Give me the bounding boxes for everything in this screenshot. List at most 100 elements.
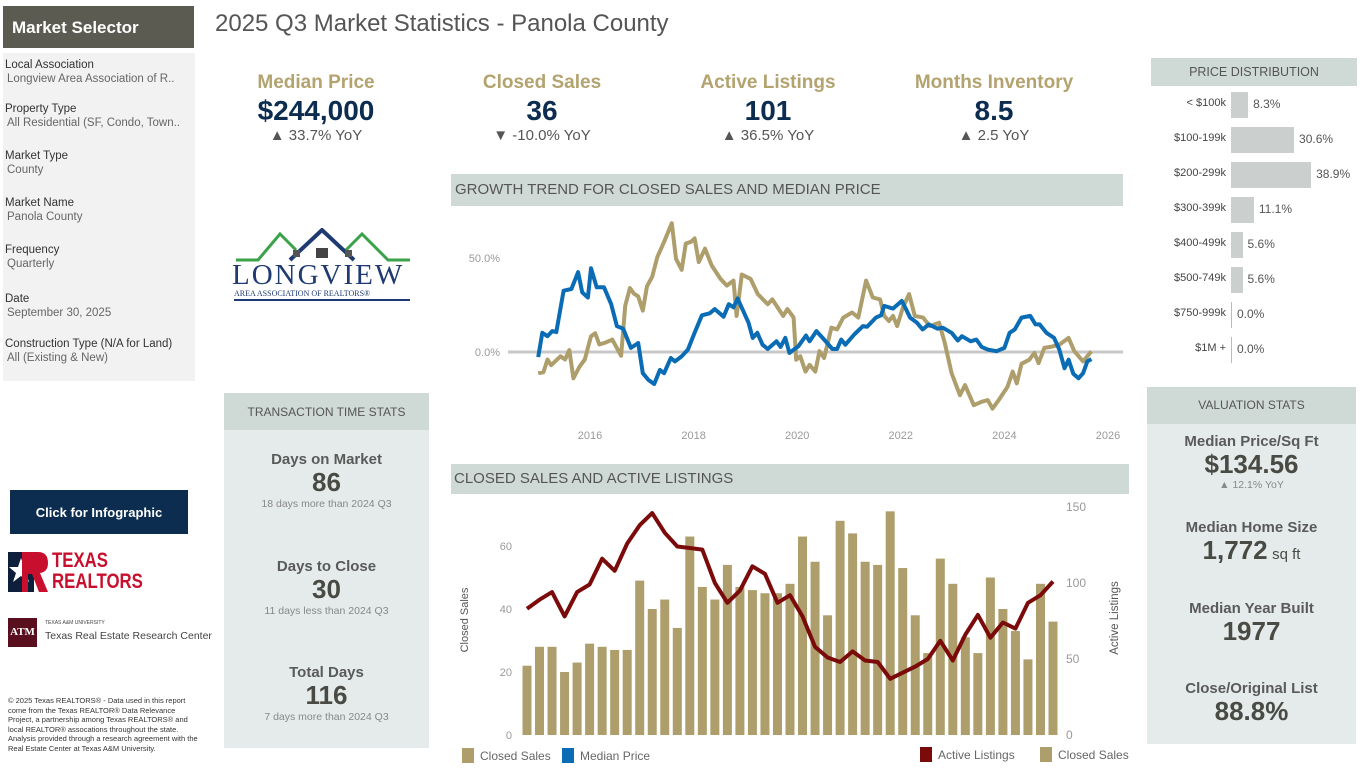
closed-sales-bar	[697, 586, 707, 735]
x-tick-label: 2022	[889, 430, 913, 442]
filter-value: Quarterly	[7, 258, 55, 270]
price-range-label: $100-199k	[1174, 132, 1226, 144]
tamu-university: TEXAS A&M UNIVERSITY	[45, 620, 105, 626]
stat-label: Total Days	[289, 664, 364, 681]
filter-label: Date	[5, 293, 30, 305]
closed-sales-bar	[660, 599, 670, 735]
closed-sales-bar	[973, 653, 983, 735]
price-distribution-bar	[1231, 127, 1295, 153]
stat-label: Close/Original List	[1185, 680, 1318, 697]
price-distribution-value: 30.6%	[1299, 132, 1334, 146]
valuation-stats-header: VALUATION STATS	[1147, 387, 1356, 424]
legend-item-active-listings[interactable]: Active Listings	[920, 747, 1015, 762]
closed-sales-bar	[848, 533, 858, 735]
closed-sales-bar	[998, 609, 1008, 735]
kpi-label: Months Inventory	[914, 72, 1074, 93]
x-tick-label: 2024	[992, 430, 1016, 442]
valuation-stats-panel: Median Price/Sq Ft $134.56 ▲ 12.1% YoY Med…	[1147, 424, 1356, 744]
closed-sales-bar	[1023, 659, 1033, 735]
page-title: 2025 Q3 Market Statistics - Panola Count…	[215, 10, 669, 37]
price-range-label: $750-999k	[1174, 307, 1226, 319]
house-roofs-icon	[236, 227, 410, 262]
filter-date[interactable]: Date September 30, 2025	[5, 292, 111, 320]
price-distribution-bar	[1231, 232, 1243, 258]
price-distribution-row: $400-499k 5.6%	[1150, 232, 1366, 258]
closed-sales-active-listings-chart: 0 20 40 60 0 50 100 150 Closed Sales Active Listi…	[459, 500, 1121, 742]
filter-local-association[interactable]: Local Association Longview Area Associati…	[5, 58, 175, 86]
filter-label: Construction Type (N/A for Land)	[5, 338, 173, 350]
price-distribution-bar	[1231, 162, 1312, 188]
price-distribution-value: 5.6%	[1247, 237, 1275, 251]
price-distribution-row: $500-749k 5.6%	[1150, 267, 1366, 293]
legend-swatch	[1040, 747, 1052, 762]
closed-sales-bar	[798, 536, 808, 735]
footnote: © 2025 Texas REALTORS® - Data used in th…	[8, 696, 198, 753]
tamu-logo: ATM TEXAS A&M UNIVERSITY Texas Real Esta…	[8, 618, 212, 648]
price-distribution-row: < $100k 8.3%	[1150, 92, 1366, 118]
closed-sales-bar	[910, 615, 920, 735]
stat-note: ▲ 12.1% YoY	[1219, 479, 1284, 491]
price-range-label: < $100k	[1186, 97, 1226, 109]
stat-value: 1,772	[1202, 535, 1268, 565]
price-distribution-bar	[1231, 337, 1232, 363]
price-distribution-header: PRICE DISTRIBUTION	[1151, 58, 1357, 86]
price-distribution-bar	[1231, 197, 1254, 223]
filter-market-name[interactable]: Market Name Panola County	[5, 196, 82, 224]
closed-sales-growth-line	[537, 221, 1093, 411]
x-tick-label: 2018	[681, 430, 705, 442]
legend-item-closed-sales-bar[interactable]: Closed Sales	[1040, 747, 1129, 762]
closed-sales-bar	[1048, 621, 1058, 735]
market-selector-panel: Local Association Longview Area Associati…	[3, 53, 195, 381]
kpi-label: Active Listings	[700, 72, 836, 93]
x-tick-label: 2020	[785, 430, 809, 442]
closed-sales-bar	[860, 561, 870, 735]
y2-tick-label: 50	[1066, 652, 1080, 666]
kpi-label: Closed Sales	[482, 72, 602, 93]
kpi-value: 36	[526, 95, 558, 126]
filter-market-type[interactable]: Market Type County	[5, 149, 68, 177]
y-tick-label: 60	[500, 541, 512, 553]
stat-value: 30	[312, 574, 341, 604]
stat-days-on-market: Days on Market 86 18 days more than 2024 Q…	[224, 451, 429, 510]
legend-item-closed-sales[interactable]: Closed Sales	[462, 748, 551, 763]
price-distribution-row: $1M + 0.0%	[1150, 337, 1366, 363]
y-axis-title: Closed Sales	[459, 587, 471, 652]
closed-sales-bar	[710, 599, 720, 735]
stat-unit: sq ft	[1272, 546, 1301, 563]
closed-sales-bar	[835, 520, 845, 735]
infographic-button[interactable]: Click for Infographic	[10, 490, 188, 534]
filter-construction-type[interactable]: Construction Type (N/A for Land) All (Exi…	[5, 337, 172, 365]
filter-label: Local Association	[5, 59, 94, 71]
price-distribution-value: 0.0%	[1237, 307, 1265, 321]
legend-swatch	[920, 747, 932, 762]
price-distribution-value: 11.1%	[1258, 202, 1292, 216]
stat-median-home-size: Median Home Size 1,772 sq ft	[1147, 519, 1356, 564]
closed-sales-bar	[572, 662, 582, 735]
price-range-label: $300-399k	[1174, 202, 1226, 214]
closed-sales-bar	[647, 609, 657, 735]
legend-swatch	[462, 748, 474, 763]
filter-label: Frequency	[5, 244, 60, 256]
legend-item-median-price[interactable]: Median Price	[562, 748, 650, 763]
closed-sales-bar	[747, 590, 757, 735]
kpi-change: ▲ 33.7% YoY	[269, 127, 363, 144]
stat-days-to-close: Days to Close 30 11 days less than 2024 Q3	[224, 558, 429, 617]
closed-sales-bar	[760, 593, 770, 735]
closed-sales-bar	[610, 649, 620, 735]
closed-sales-bar	[935, 558, 945, 735]
kpi-change: ▼ -10.0% YoY	[493, 127, 591, 144]
stat-note: 11 days less than 2024 Q3	[264, 605, 389, 617]
filter-frequency[interactable]: Frequency Quarterly	[5, 243, 59, 271]
filter-value: Panola County	[7, 211, 83, 223]
star-r-icon	[8, 552, 48, 592]
growth-chart-title: GROWTH TREND FOR CLOSED SALES AND MEDIAN…	[451, 174, 1123, 206]
filter-property-type[interactable]: Property Type All Residential (SF, Condo,…	[5, 102, 180, 130]
stat-median-year-built: Median Year Built 1977	[1147, 600, 1356, 645]
price-distribution-bar	[1231, 267, 1243, 293]
growth-chart: 0.0% 50.0% 2016 2018 2020 2022 2024 2026	[469, 221, 1123, 442]
closed-sales-bar	[585, 643, 595, 735]
stat-close-original-list: Close/Original List 88.8%	[1147, 680, 1356, 725]
logo-name: LONGVIEW	[232, 259, 405, 291]
tamu-mark: ATM	[8, 618, 37, 647]
kpi-active-listings: Active Listings 101 ▲ 36.5% YoY	[668, 72, 868, 144]
